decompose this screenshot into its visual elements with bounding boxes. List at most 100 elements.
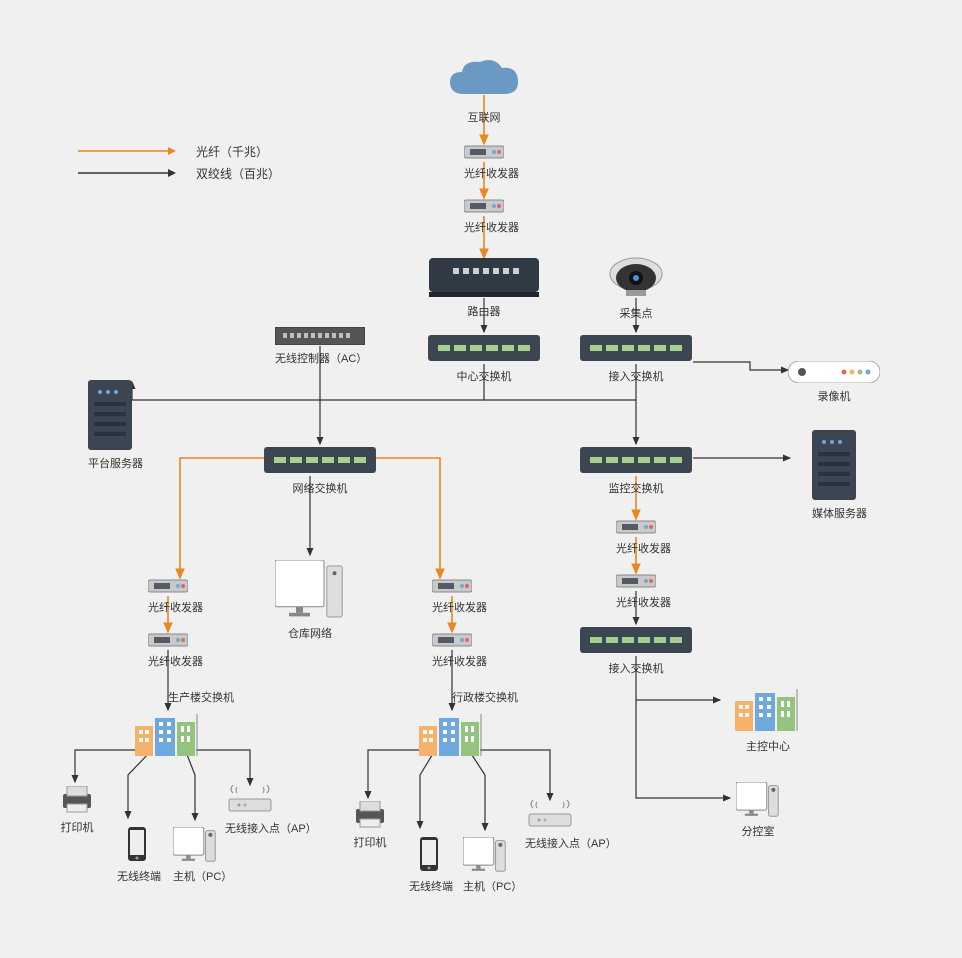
node-label: 无线接入点（AP） bbox=[525, 835, 575, 851]
node-label: 主控中心 bbox=[733, 738, 803, 754]
node-label: 监控交换机 bbox=[580, 480, 692, 496]
transceiver-icon bbox=[616, 573, 656, 592]
router-icon bbox=[429, 258, 539, 301]
phone-icon bbox=[117, 827, 157, 866]
node-label: 主机（PC） bbox=[173, 868, 217, 884]
node-label: 接入交换机 bbox=[580, 368, 692, 384]
node-printer1: 打印机 bbox=[57, 786, 97, 835]
node-platSrv: 平台服务器 bbox=[88, 380, 132, 471]
node-ap1: 无线接入点（AP） bbox=[225, 785, 275, 836]
node-mediaSrv: 媒体服务器 bbox=[812, 430, 856, 521]
phone-icon bbox=[409, 837, 449, 876]
node-label: 主机（PC） bbox=[463, 878, 507, 894]
node-phone2: 无线终端 bbox=[409, 837, 449, 894]
node-camera: 采集点 bbox=[606, 256, 666, 321]
node-label: 生产楼交换机 bbox=[168, 689, 208, 705]
switch-icon bbox=[580, 333, 692, 366]
transceiver-icon bbox=[464, 198, 504, 217]
node-accessSw2: 接入交换机 bbox=[580, 625, 692, 676]
node-bldg1 bbox=[133, 712, 203, 761]
buildings-icon bbox=[133, 712, 203, 761]
node-label: 无线接入点（AP） bbox=[225, 820, 275, 836]
switch-icon bbox=[264, 445, 376, 478]
node-nvr: 录像机 bbox=[788, 361, 880, 404]
cloud-icon bbox=[444, 56, 524, 107]
node-phone1: 无线终端 bbox=[117, 827, 157, 884]
node-label: 无线终端 bbox=[409, 878, 449, 894]
node-trans6: 光纤收发器 bbox=[148, 632, 188, 669]
node-label: 无线终端 bbox=[117, 868, 157, 884]
buildings-icon bbox=[417, 712, 487, 761]
node-label: 中心交换机 bbox=[428, 368, 540, 384]
node-label: 光纤收发器 bbox=[464, 165, 504, 181]
node-label: 网络交换机 bbox=[264, 480, 376, 496]
node-label: 光纤收发器 bbox=[148, 653, 188, 669]
node-trans5: 光纤收发器 bbox=[148, 578, 188, 615]
server-icon bbox=[812, 430, 856, 503]
camera-icon bbox=[606, 256, 666, 303]
printer-icon bbox=[57, 786, 97, 817]
legend-row: 双绞线（百兆） bbox=[78, 162, 280, 184]
node-label: 光纤收发器 bbox=[148, 599, 188, 615]
diagram-canvas: 光纤（千兆）双绞线（百兆） 互联网光纤收发器光纤收发器路由器中心交换机采集点接入… bbox=[0, 0, 962, 958]
node-label: 无线控制器（AC） bbox=[275, 350, 365, 366]
node-label: 光纤收发器 bbox=[464, 219, 504, 235]
node-label: 媒体服务器 bbox=[812, 505, 856, 521]
node-label: 平台服务器 bbox=[88, 455, 132, 471]
node-adminSw: 行政楼交换机 bbox=[452, 687, 492, 705]
ap-icon bbox=[225, 785, 275, 818]
node-trans7: 光纤收发器 bbox=[432, 578, 472, 615]
node-label: 打印机 bbox=[350, 834, 390, 850]
legend: 光纤（千兆） 双绞线（百兆） bbox=[78, 140, 280, 184]
node-cloud: 互联网 bbox=[444, 56, 524, 125]
transceiver-icon bbox=[464, 144, 504, 163]
node-label: 光纤收发器 bbox=[432, 599, 472, 615]
legend-label: 双绞线（百兆） bbox=[196, 165, 280, 182]
node-pc1: 主机（PC） bbox=[173, 827, 217, 884]
node-trans1: 光纤收发器 bbox=[464, 144, 504, 181]
node-label: 接入交换机 bbox=[580, 660, 692, 676]
acctrl-icon bbox=[275, 327, 365, 348]
pcsmall-icon bbox=[736, 782, 780, 821]
node-ac: 无线控制器（AC） bbox=[275, 327, 365, 366]
node-label: 光纤收发器 bbox=[616, 594, 656, 610]
ap-icon bbox=[525, 800, 575, 833]
transceiver-icon bbox=[432, 632, 472, 651]
transceiver-icon bbox=[432, 578, 472, 597]
legend-label: 光纤（千兆） bbox=[196, 143, 268, 160]
node-label: 分控室 bbox=[736, 823, 780, 839]
node-label: 仓库网络 bbox=[275, 625, 345, 641]
node-netSw: 网络交换机 bbox=[264, 445, 376, 496]
node-trans8: 光纤收发器 bbox=[432, 632, 472, 669]
node-label: 光纤收发器 bbox=[432, 653, 472, 669]
legend-row: 光纤（千兆） bbox=[78, 140, 280, 162]
node-label: 路由器 bbox=[429, 303, 539, 319]
node-label: 光纤收发器 bbox=[616, 540, 656, 556]
node-trans2: 光纤收发器 bbox=[464, 198, 504, 235]
node-coreSw: 中心交换机 bbox=[428, 333, 540, 384]
node-label: 打印机 bbox=[57, 819, 97, 835]
node-printer2: 打印机 bbox=[350, 801, 390, 850]
node-prodSw: 生产楼交换机 bbox=[168, 687, 208, 705]
node-label: 互联网 bbox=[444, 109, 524, 125]
node-label: 录像机 bbox=[788, 388, 880, 404]
pcsmall-icon bbox=[463, 837, 507, 876]
node-pc2: 主机（PC） bbox=[463, 837, 507, 894]
buildings-icon bbox=[733, 687, 803, 736]
switch-icon bbox=[580, 445, 692, 478]
node-bldg2 bbox=[417, 712, 487, 761]
pcsmall-icon bbox=[173, 827, 217, 866]
printer-icon bbox=[350, 801, 390, 832]
node-monSw: 监控交换机 bbox=[580, 445, 692, 496]
transceiver-icon bbox=[148, 578, 188, 597]
pc-icon bbox=[275, 560, 345, 623]
node-label: 采集点 bbox=[606, 305, 666, 321]
switch-icon bbox=[580, 625, 692, 658]
node-ap2: 无线接入点（AP） bbox=[525, 800, 575, 851]
nvr-icon bbox=[788, 361, 880, 386]
transceiver-icon bbox=[148, 632, 188, 651]
node-label: 行政楼交换机 bbox=[452, 689, 492, 705]
server-icon bbox=[88, 380, 132, 453]
node-subCtrl: 分控室 bbox=[736, 782, 780, 839]
node-accessSw1: 接入交换机 bbox=[580, 333, 692, 384]
